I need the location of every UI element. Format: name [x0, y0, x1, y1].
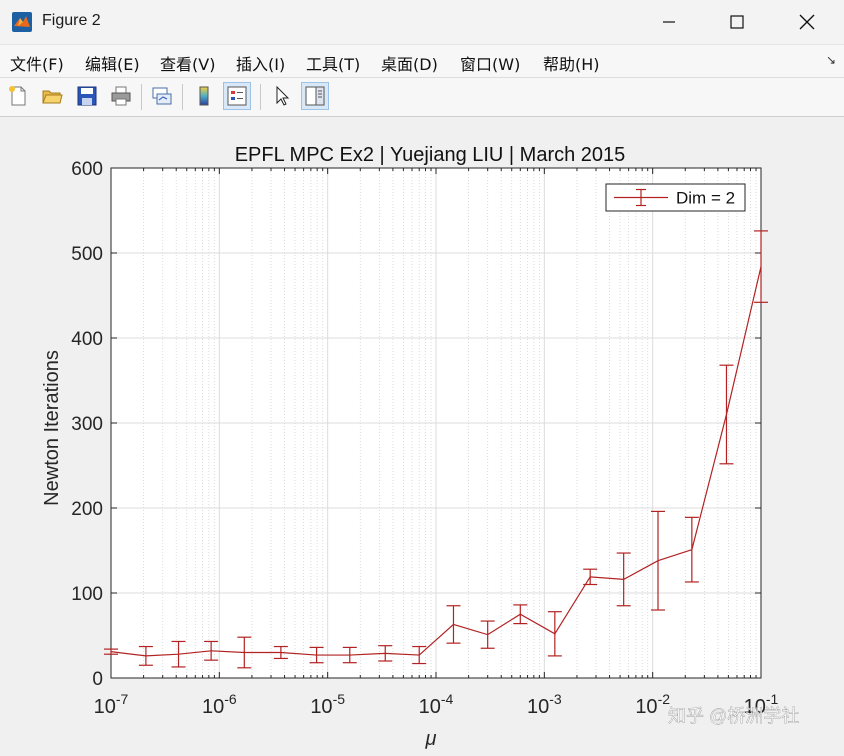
- error-bar: [513, 604, 528, 625]
- menu-file[interactable]: 文件(F): [10, 55, 64, 74]
- error-bar: [412, 645, 427, 665]
- chart[interactable]: 10-7 10-6 10-5 10-4 10-3 10-2 10-1 0 100 200 300 40…: [0, 117, 844, 751]
- close-button[interactable]: [784, 6, 830, 38]
- legend-label: Dim = 2: [676, 189, 735, 208]
- insert-legend-button[interactable]: [223, 82, 251, 110]
- error-bar: [480, 620, 495, 649]
- save-button[interactable]: [73, 82, 101, 110]
- x-tick-label: 10-5: [310, 691, 345, 718]
- x-tick-label: 10-3: [527, 691, 562, 718]
- error-bar: [171, 640, 186, 668]
- error-bar: [237, 636, 252, 669]
- x-tick-label: 10-7: [94, 691, 129, 718]
- error-bar: [104, 648, 118, 655]
- error-bar: [547, 611, 562, 657]
- insert-legend-icon: [227, 86, 247, 106]
- y-axis-label: Newton Iterations: [41, 350, 63, 506]
- toolbar-separator: [141, 84, 142, 110]
- error-bar: [616, 552, 631, 607]
- error-bar: [138, 645, 153, 666]
- open-file-button[interactable]: [38, 82, 66, 110]
- maximize-icon: [730, 15, 744, 29]
- menu-view[interactable]: 查看(V): [160, 55, 216, 74]
- menu-desktop[interactable]: 桌面(D): [381, 55, 438, 74]
- chart-title: EPFL MPC Ex2 | Yuejiang LIU | March 2015: [235, 144, 626, 166]
- link-plot-button[interactable]: [148, 82, 176, 110]
- window-title: Figure 2: [42, 12, 101, 29]
- x-tick-label: 10-6: [202, 691, 237, 718]
- menu-tools[interactable]: 工具(T): [306, 55, 361, 74]
- y-tick-label: 200: [71, 499, 103, 520]
- y-tick-label: 600: [71, 159, 103, 180]
- menu-help[interactable]: 帮助(H): [543, 55, 600, 74]
- print-icon: [111, 86, 131, 106]
- new-figure-button[interactable]: [4, 82, 32, 110]
- error-bar: [273, 645, 288, 660]
- menu-window[interactable]: 窗口(W): [460, 55, 521, 74]
- error-bar: [754, 230, 768, 303]
- error-bar: [719, 364, 734, 465]
- y-tick-label: 0: [92, 669, 103, 690]
- toolbar-separator: [182, 84, 183, 110]
- open-file-icon: [42, 90, 63, 104]
- link-plot-icon: [152, 87, 172, 105]
- pointer-button[interactable]: [268, 82, 296, 110]
- minimize-icon: [663, 21, 675, 23]
- error-bar: [204, 640, 219, 661]
- x-axis-label: μ: [425, 728, 437, 750]
- close-icon: [799, 14, 815, 30]
- property-editor-button[interactable]: [301, 82, 329, 110]
- error-bar: [446, 605, 461, 644]
- minimize-button[interactable]: [646, 6, 692, 38]
- print-button[interactable]: [107, 82, 135, 110]
- error-bar: [309, 646, 324, 664]
- property-editor-icon: [305, 86, 325, 106]
- error-bar: [342, 646, 357, 664]
- menu-edit[interactable]: 编辑(E): [85, 55, 140, 74]
- error-bar: [583, 568, 598, 586]
- insert-colorbar-button[interactable]: [190, 82, 218, 110]
- x-tick-label: 10-1: [744, 691, 779, 718]
- error-bar: [650, 510, 665, 611]
- dock-arrow-icon[interactable]: ↘: [825, 53, 836, 67]
- menu-bar: 文件(F) 编辑(E) 查看(V) 插入(I) 工具(T) 桌面(D) 窗口(W…: [0, 45, 844, 78]
- maximize-button[interactable]: [714, 6, 760, 38]
- series-line: [110, 266, 762, 657]
- error-bar: [684, 516, 699, 583]
- menu-insert[interactable]: 插入(I): [236, 55, 286, 74]
- matlab-app-icon: [12, 12, 32, 32]
- y-tick-label: 500: [71, 244, 103, 265]
- y-tick-label: 100: [71, 584, 103, 605]
- y-tick-label: 300: [71, 414, 103, 435]
- x-tick-label: 10-2: [635, 691, 670, 718]
- figure-toolbar: [0, 78, 844, 117]
- figure-area: 10-7 10-6 10-5 10-4 10-3 10-2 10-1 0 100 200 300 40…: [0, 117, 844, 751]
- insert-colorbar-icon: [199, 86, 209, 106]
- new-figure-icon: [9, 86, 26, 106]
- toolbar-separator: [260, 84, 261, 110]
- pointer-icon: [276, 85, 290, 106]
- window-titlebar: Figure 2: [0, 0, 844, 45]
- x-tick-label: 10-4: [419, 691, 454, 718]
- error-bar: [378, 645, 393, 662]
- save-icon: [77, 86, 97, 106]
- watermark-text: 知乎 @桥洲学社: [668, 706, 799, 726]
- y-tick-label: 400: [71, 329, 103, 350]
